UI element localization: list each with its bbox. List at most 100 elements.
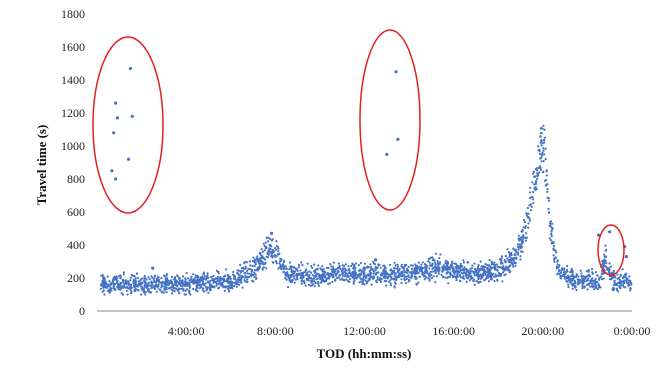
data-point: [507, 251, 511, 254]
y-tick-label: 1200: [61, 106, 85, 120]
data-point: [438, 257, 441, 260]
data-point: [325, 273, 328, 276]
data-point: [573, 279, 576, 282]
data-point: [434, 271, 437, 275]
data-point: [322, 268, 325, 271]
data-point: [364, 276, 367, 279]
data-point: [423, 278, 426, 281]
data-point: [110, 289, 113, 292]
data-point: [133, 285, 136, 288]
data-point: [458, 279, 461, 282]
data-point: [109, 282, 112, 285]
data-point: [534, 168, 538, 171]
data-point: [564, 270, 567, 274]
data-point: [445, 266, 448, 269]
data-point: [612, 269, 616, 272]
outlier-ellipses: [92, 29, 625, 276]
data-point: [539, 141, 542, 144]
data-point: [267, 250, 270, 253]
data-point: [357, 264, 360, 267]
data-point: [482, 265, 485, 268]
data-point: [581, 287, 584, 290]
data-point: [204, 286, 208, 289]
data-point: [112, 280, 115, 283]
data-point: [330, 265, 333, 268]
data-point: [379, 266, 382, 269]
data-point: [558, 272, 561, 275]
data-point: [265, 267, 268, 270]
data-point: [580, 272, 583, 275]
data-point: [335, 272, 338, 275]
data-point: [375, 272, 378, 275]
data-point: [327, 282, 330, 285]
data-point: [274, 255, 277, 258]
data-point: [186, 282, 189, 285]
data-point: [550, 232, 553, 235]
data-point: [575, 275, 578, 278]
data-point: [538, 149, 541, 153]
data-point: [529, 186, 532, 189]
data-point: [344, 269, 347, 272]
data-point: [289, 274, 292, 277]
data-point: [479, 280, 482, 283]
data-point: [147, 276, 150, 279]
data-point: [370, 266, 373, 269]
data-point: [293, 277, 296, 280]
data-point: [437, 272, 440, 275]
data-point: [217, 272, 220, 275]
data-point: [240, 274, 243, 277]
data-point: [129, 285, 132, 289]
data-point: [261, 267, 264, 270]
data-point: [396, 267, 399, 270]
data-point: [553, 260, 556, 264]
data-point: [467, 275, 470, 278]
data-point: [429, 256, 432, 259]
data-point: [474, 270, 477, 273]
data-point: [105, 283, 108, 286]
data-point: [520, 236, 523, 239]
data-point: [567, 285, 570, 289]
outlier-point: [608, 230, 612, 234]
data-point: [256, 255, 259, 258]
data-point: [624, 279, 628, 282]
data-point: [578, 278, 581, 282]
data-point: [512, 260, 516, 263]
data-point: [566, 280, 569, 283]
data-point: [137, 288, 140, 292]
data-point: [546, 190, 549, 193]
data-point: [477, 277, 480, 281]
data-point: [541, 151, 544, 154]
data-point: [521, 235, 524, 238]
data-point: [537, 166, 540, 170]
data-point: [541, 142, 544, 145]
data-point: [389, 263, 392, 266]
data-point: [190, 275, 193, 278]
data-point: [373, 262, 376, 265]
data-point: [155, 290, 158, 293]
data-point: [184, 281, 187, 284]
data-point: [372, 272, 375, 275]
data-point: [469, 272, 472, 275]
data-point: [212, 281, 215, 284]
data-point: [393, 261, 396, 264]
data-point: [389, 269, 392, 272]
data-point: [347, 280, 350, 283]
data-point: [352, 277, 355, 280]
data-point: [184, 277, 187, 280]
data-point: [547, 199, 551, 202]
data-point: [367, 274, 370, 277]
data-point: [147, 281, 151, 284]
data-point: [116, 280, 119, 283]
data-point: [572, 283, 575, 286]
data-point: [317, 284, 321, 287]
data-point: [265, 255, 268, 258]
data-point: [227, 285, 230, 288]
data-point: [267, 240, 270, 243]
data-point: [229, 286, 232, 289]
data-point: [106, 275, 109, 278]
data-point: [117, 275, 121, 278]
data-point: [300, 282, 303, 285]
data-point: [511, 262, 514, 265]
data-point: [237, 276, 240, 279]
data-point: [542, 160, 545, 163]
